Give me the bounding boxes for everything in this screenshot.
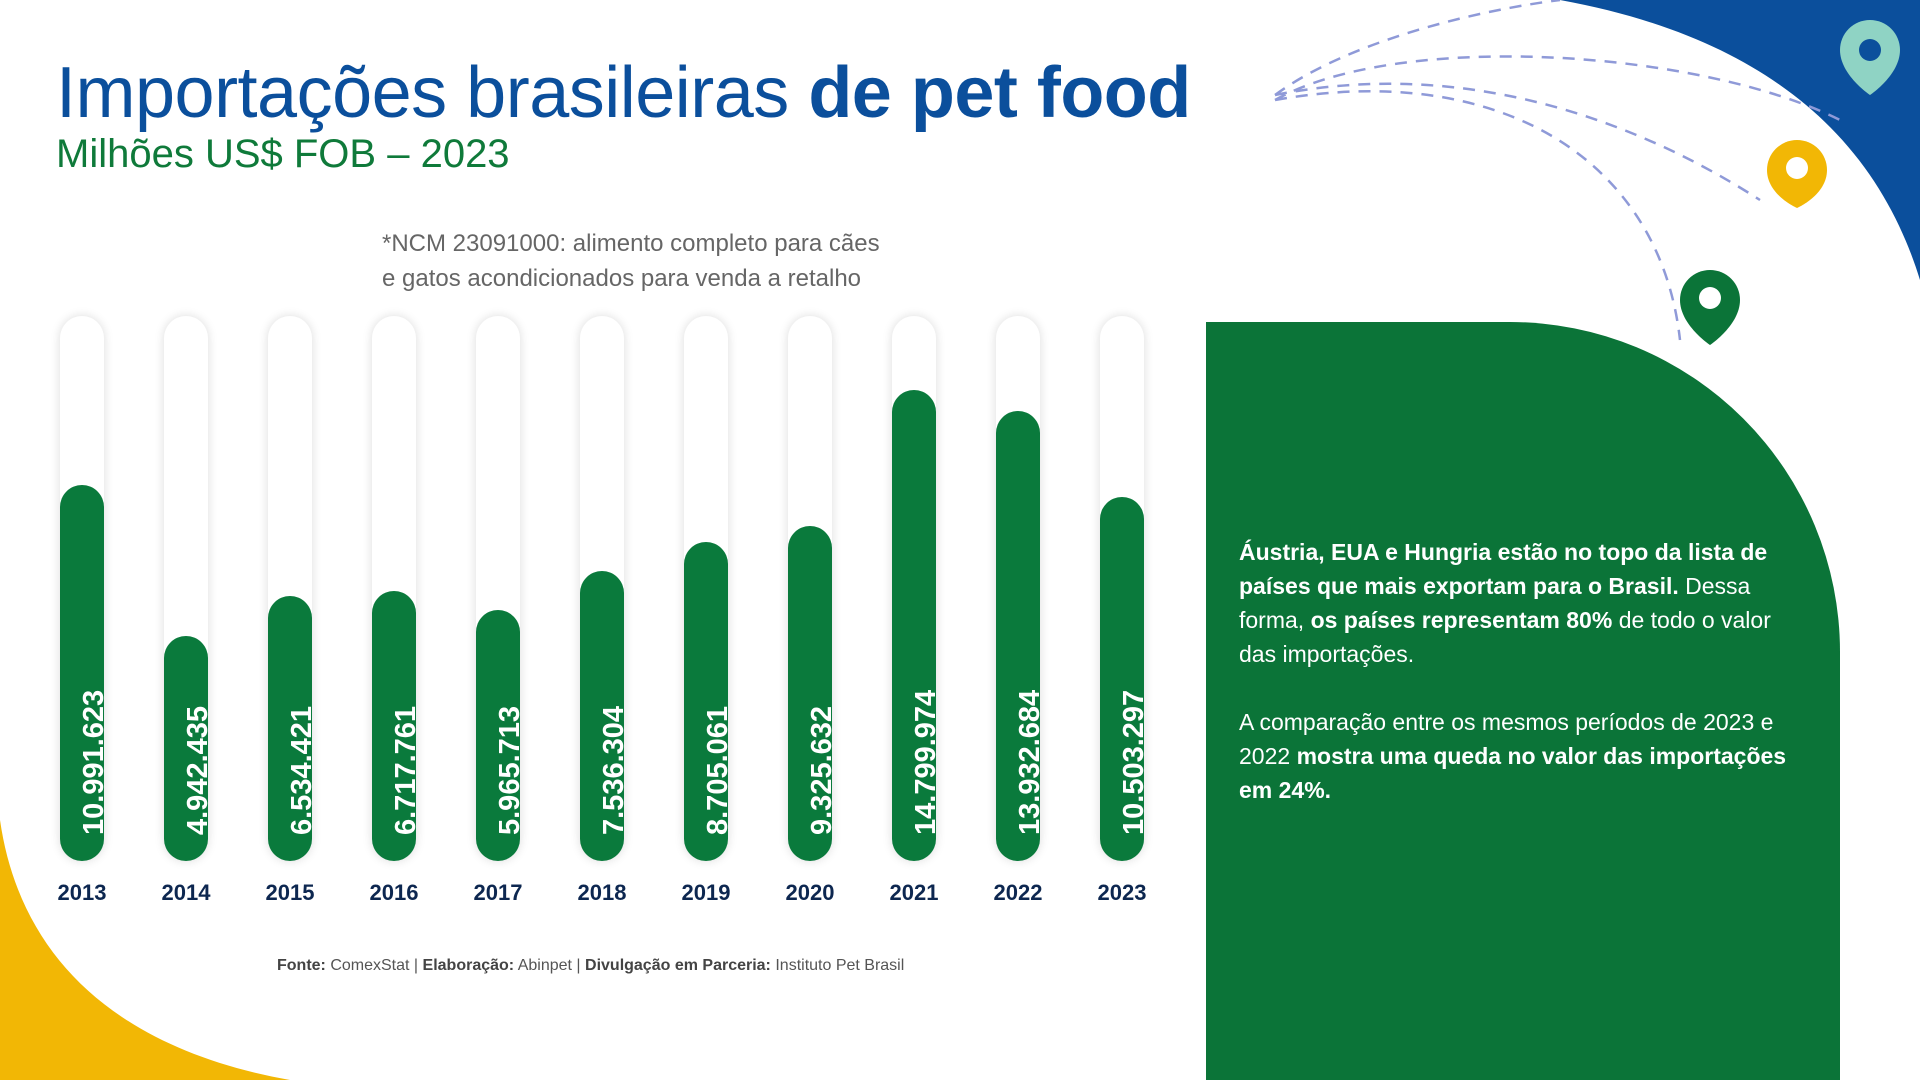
x-tick-label: 2019 <box>681 880 731 905</box>
x-tick-label: 2013 <box>57 880 107 905</box>
bar-2021: 14.799.974 <box>892 389 942 861</box>
green-pin-icon <box>1680 270 1740 345</box>
blue-corner-shape <box>1560 0 1920 280</box>
bar-value-label: 10.991.623 <box>78 689 110 835</box>
bar-value-label: 6.534.421 <box>286 705 318 835</box>
bar-value-label: 8.705.061 <box>702 705 734 835</box>
x-tick-label: 2022 <box>993 880 1043 905</box>
bar-value-label: 5.965.713 <box>494 705 526 835</box>
x-tick-label: 2020 <box>785 880 835 905</box>
bar-track: 10.503.297 <box>1100 316 1150 861</box>
ncm-note: *NCM 23091000: alimento completo para cã… <box>382 226 880 296</box>
x-tick-label: 2014 <box>161 880 211 905</box>
bar-2020: 9.325.632 <box>788 526 838 861</box>
elaboration-value: Abinpet <box>517 957 572 974</box>
bar-2019: 8.705.061 <box>684 541 734 861</box>
title-regular: Importações brasileiras <box>56 53 789 133</box>
bar-value-label: 9.325.632 <box>806 705 838 835</box>
bar-track: 13.932.684 <box>996 316 1046 861</box>
bar-track: 9.325.632 <box>788 316 838 861</box>
p1-regular: Dessa forma, <box>1239 573 1751 633</box>
source-label: Fonte: <box>277 957 326 974</box>
bar-track: 8.705.061 <box>684 316 734 861</box>
bar-track: 5.965.713 <box>476 316 526 861</box>
bar-value-label: 6.717.761 <box>390 705 422 835</box>
bar-track: 6.717.761 <box>372 316 422 861</box>
bar-value-label: 14.799.974 <box>910 689 942 835</box>
bar-track: 14.799.974 <box>892 316 942 861</box>
bar-2015: 6.534.421 <box>268 595 318 861</box>
p1-end: de todo o valor das importações. <box>1239 607 1771 667</box>
yellow-pin-icon <box>1767 140 1827 208</box>
x-tick-label: 2018 <box>577 880 627 905</box>
x-tick-label: 2015 <box>265 880 315 905</box>
separator: | <box>576 957 581 974</box>
dashed-route <box>1274 0 1841 341</box>
x-tick-label: 2023 <box>1097 880 1147 905</box>
note-line-2: e gatos acondicionados para venda a reta… <box>382 265 862 292</box>
bar-value-label: 10.503.297 <box>1118 689 1150 835</box>
yellow-corner-shape <box>0 820 290 1080</box>
bar-2018: 7.536.304 <box>580 570 630 861</box>
p2-bold: mostra uma queda no valor das importaçõe… <box>1239 743 1787 803</box>
p1-bold: Áustria, EUA e Hungria estão no topo da … <box>1239 539 1768 599</box>
bar-2014: 4.942.435 <box>164 635 214 861</box>
x-tick-label: 2017 <box>473 880 523 905</box>
bar-track: 4.942.435 <box>164 316 214 861</box>
bar-track: 10.991.623 <box>60 316 110 861</box>
source-line: Fonte: ComexStat | Elaboração: Abinpet |… <box>277 957 904 975</box>
info-panel <box>1206 322 1840 1080</box>
bar-value-label: 7.536.304 <box>598 705 630 835</box>
elaboration-label: Elaboração: <box>422 957 515 974</box>
bar-2016: 6.717.761 <box>372 591 422 861</box>
page-title: Importações brasileiras de pet food <box>56 52 1191 134</box>
p1-bold-2: os países representam 80% <box>1310 607 1613 633</box>
bar-value-label: 4.942.435 <box>182 705 214 835</box>
bar-2017: 5.965.713 <box>476 610 526 861</box>
partnership-label: Divulgação em Parceria: <box>585 957 771 974</box>
bar-track: 6.534.421 <box>268 316 318 861</box>
separator: | <box>413 957 419 974</box>
source-value: ComexStat <box>330 957 410 974</box>
bar-value-label: 13.932.684 <box>1014 689 1046 835</box>
info-paragraph-2: A comparação entre os mesmos períodos de… <box>1239 705 1799 807</box>
bar-track: 7.536.304 <box>580 316 630 861</box>
bar-2013: 10.991.623 <box>60 484 110 861</box>
partnership-value: Instituto Pet Brasil <box>775 957 905 974</box>
teal-pin-icon <box>1840 20 1900 95</box>
bar-2023: 10.503.297 <box>1100 496 1150 861</box>
note-line-1: *NCM 23091000: alimento completo para cã… <box>382 230 880 257</box>
p2-regular: A comparação entre os mesmos períodos de… <box>1239 709 1774 769</box>
bar-2022: 13.932.684 <box>996 411 1046 861</box>
x-tick-label: 2021 <box>889 880 939 905</box>
title-bold: de pet food <box>808 53 1191 133</box>
info-paragraph-1: Áustria, EUA e Hungria estão no topo da … <box>1239 535 1799 671</box>
x-tick-label: 2016 <box>369 880 419 905</box>
subtitle: Milhões US$ FOB – 2023 <box>56 132 510 176</box>
